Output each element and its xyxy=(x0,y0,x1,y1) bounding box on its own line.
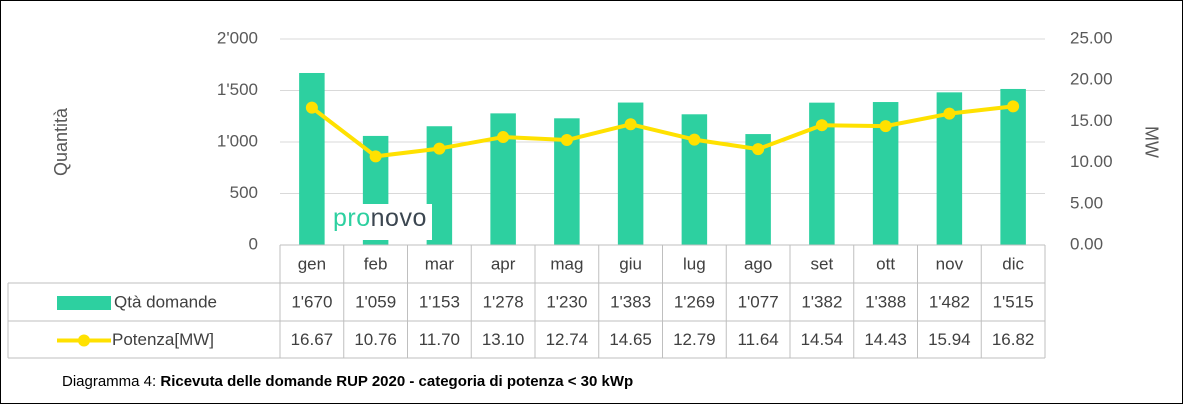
table-value: 1'278 xyxy=(483,292,524,311)
bar xyxy=(1000,88,1026,245)
table-value: 16.82 xyxy=(992,330,1035,349)
table-value: 1'153 xyxy=(419,292,460,311)
x-tick-label: gen xyxy=(298,254,326,273)
x-tick-label: lug xyxy=(683,254,706,273)
caption-text: Ricevuta delle domande RUP 2020 - catego… xyxy=(160,373,633,390)
x-tick-label: ott xyxy=(876,254,895,273)
table-value: 1'515 xyxy=(993,292,1034,311)
caption-label: Diagramma 4: xyxy=(62,373,156,390)
y2-tick-label: 25.00 xyxy=(1070,28,1113,47)
y2-axis-label: MW xyxy=(1141,126,1161,158)
table-value: 1'059 xyxy=(355,292,396,311)
y-tick-label: 0 xyxy=(249,234,258,253)
y2-tick-label: 10.00 xyxy=(1070,152,1113,171)
table-value: 15.94 xyxy=(928,330,971,349)
table-value: 1'388 xyxy=(865,292,906,311)
x-tick-label: nov xyxy=(936,254,964,273)
table-value: 1'269 xyxy=(674,292,715,311)
y2-tick-label: 15.00 xyxy=(1070,111,1113,130)
line-marker xyxy=(943,107,956,120)
line xyxy=(310,104,1014,159)
table-value: 1'670 xyxy=(291,292,332,311)
line-marker xyxy=(752,143,765,156)
table-value: 14.43 xyxy=(864,330,907,349)
y2-tick-label: 5.00 xyxy=(1070,193,1103,212)
x-tick-label: apr xyxy=(491,254,516,273)
watermark-backdrop xyxy=(326,204,432,240)
line-marker xyxy=(433,142,446,155)
watermark: pronovo xyxy=(333,204,427,232)
x-tick-label: set xyxy=(811,254,834,273)
y2-tick-label: 20.00 xyxy=(1070,70,1113,89)
legend-label: Potenza[MW] xyxy=(112,330,214,349)
table-value: 1'482 xyxy=(929,292,970,311)
table-value: 16.67 xyxy=(291,330,334,349)
bar xyxy=(299,72,325,246)
x-tick-label: giu xyxy=(619,254,642,273)
watermark-part: novo xyxy=(371,204,427,232)
x-tick-label: dic xyxy=(1002,254,1024,273)
table-value: 1'382 xyxy=(801,292,842,311)
line-marker xyxy=(560,134,573,147)
table-value: 12.74 xyxy=(546,330,589,349)
line-marker xyxy=(497,131,510,144)
legend-swatch xyxy=(78,334,90,347)
x-tick-label: mag xyxy=(550,254,583,273)
table-value: 1'383 xyxy=(610,292,651,311)
table-value: 13.10 xyxy=(482,330,525,349)
y-axis-label: Quantità xyxy=(51,107,71,176)
y-tick-label: 2'000 xyxy=(217,28,258,47)
line-marker xyxy=(1007,100,1020,113)
table-value: 11.64 xyxy=(737,330,778,349)
line-marker xyxy=(305,101,318,114)
watermark-part: pro xyxy=(333,204,371,232)
legend-label: Qtà domande xyxy=(114,292,217,311)
line-marker xyxy=(815,119,828,132)
table-value: 11.70 xyxy=(419,330,460,349)
line-marker xyxy=(688,133,701,146)
caption: Diagramma 4: Ricevuta delle domande RUP … xyxy=(62,373,633,390)
table-value: 1'077 xyxy=(738,292,779,311)
legend-swatch xyxy=(57,296,111,310)
line-marker xyxy=(624,118,637,131)
table-value: 12.79 xyxy=(673,330,716,349)
y-tick-label: 1'500 xyxy=(217,80,258,99)
table-value: 1'230 xyxy=(546,292,587,311)
line-marker xyxy=(879,120,892,133)
y-tick-label: 1'000 xyxy=(217,131,258,150)
y-tick-label: 500 xyxy=(230,183,258,202)
x-tick-label: mar xyxy=(425,254,455,273)
x-tick-label: feb xyxy=(364,254,388,273)
y2-tick-label: 0.00 xyxy=(1070,234,1103,253)
x-tick-label: ago xyxy=(744,254,772,273)
line-marker xyxy=(369,150,382,163)
table-value: 14.54 xyxy=(801,330,844,349)
table-value: 14.65 xyxy=(609,330,652,349)
table-value: 10.76 xyxy=(354,330,397,349)
